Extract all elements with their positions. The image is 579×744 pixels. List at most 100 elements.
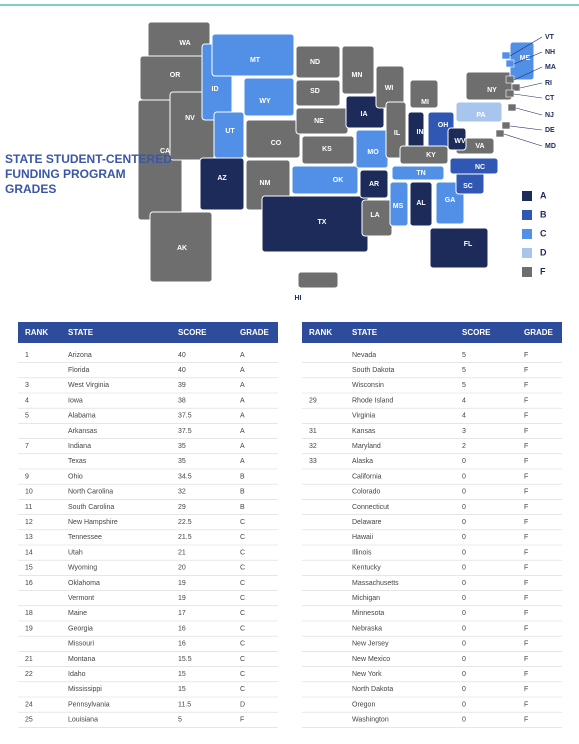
table-cell: North Carolina [68, 489, 113, 496]
state-shape [409, 79, 439, 109]
state-shape [507, 103, 517, 112]
legend-swatch [522, 267, 532, 277]
table-cell: 0 [462, 671, 466, 678]
state-label: CA [160, 148, 170, 155]
table-header-cell: GRADE [240, 328, 270, 337]
state-shape [391, 165, 445, 181]
table-cell: A [240, 397, 245, 404]
table-cell: 15 [25, 565, 33, 572]
table-cell: 0 [462, 534, 466, 541]
table-cell: 0 [462, 595, 466, 602]
table-cell: 15 [178, 686, 186, 693]
table-cell: 5 [25, 413, 29, 420]
state-label: DE [545, 127, 555, 134]
table-cell: 24 [25, 701, 33, 708]
table-cell: Colorado [352, 489, 381, 496]
table-cell: F [524, 610, 528, 617]
table-cell: Kansas [352, 428, 376, 435]
table-cell: Ohio [68, 473, 83, 480]
table-cell: Wisconsin [352, 382, 384, 389]
table-cell: 1 [25, 352, 29, 359]
table-cell: 22.5 [178, 519, 192, 526]
legend-swatch [522, 210, 532, 220]
table-cell: 3 [25, 382, 29, 389]
table-cell: 0 [462, 580, 466, 587]
state-label: SC [463, 183, 473, 190]
state-label: UT [225, 128, 235, 135]
state-label: MS [393, 203, 404, 210]
table-cell: Texas [68, 458, 87, 465]
state-label: TX [318, 219, 327, 226]
state-label: SD [310, 88, 320, 95]
state-shape [211, 33, 295, 77]
table-cell: Vermont [68, 595, 94, 602]
state-shape [295, 79, 341, 107]
table-cell: 19 [178, 595, 186, 602]
table-cell: 21.5 [178, 534, 192, 541]
table-cell: New Jersey [352, 641, 389, 648]
state-label: ID [212, 86, 219, 93]
state-label: PA [476, 112, 485, 119]
table-cell: Iowa [68, 397, 83, 404]
table-cell: 16 [25, 580, 33, 587]
table-header-cell: RANK [25, 328, 48, 337]
table-cell: South Dakota [352, 367, 395, 374]
state-shape [261, 195, 369, 253]
table-cell: 21 [178, 549, 186, 556]
state-shape [447, 127, 467, 151]
table-cell: F [524, 382, 528, 389]
state-shape [449, 157, 499, 175]
state-shape [429, 227, 489, 269]
table-cell: Maine [68, 610, 87, 617]
state-shape [455, 101, 503, 123]
table-cell: 5 [462, 367, 466, 374]
state-label: AL [416, 200, 426, 207]
table-cell: New Mexico [352, 656, 390, 663]
table-cell: 0 [462, 473, 466, 480]
legend-label: B [540, 209, 547, 219]
table-cell: 40 [178, 367, 186, 374]
table-cell: Oregon [352, 701, 375, 708]
state-shape [245, 119, 301, 159]
table-cell: 5 [178, 717, 182, 724]
state-label: AZ [217, 175, 227, 182]
state-shape [409, 181, 433, 227]
leader-line [503, 133, 543, 147]
table-cell: 19 [178, 580, 186, 587]
table-cell: 35 [178, 443, 186, 450]
state-label: ME [520, 55, 531, 62]
table-cell: 4 [25, 397, 29, 404]
state-label: NJ [545, 112, 554, 119]
table-cell: North Dakota [352, 686, 393, 693]
leader-line [509, 125, 543, 131]
table-cell: 37.5 [178, 428, 192, 435]
table-cell: 4 [462, 413, 466, 420]
state-label: NC [475, 164, 485, 171]
state-label: WA [179, 40, 190, 47]
table-cell: Wyoming [68, 565, 97, 572]
table-cell: Arkansas [68, 428, 98, 435]
table-cell: F [524, 367, 528, 374]
table-cell: F [524, 352, 528, 359]
table-cell: California [352, 473, 382, 480]
table-cell: C [240, 534, 245, 541]
state-shape [389, 181, 409, 227]
table-cell: 2 [462, 443, 466, 450]
table-cell: 37.5 [178, 413, 192, 420]
table-cell: C [240, 519, 245, 526]
table-header-cell: SCORE [178, 328, 207, 337]
state-label: FL [464, 241, 473, 248]
table-cell: 32 [309, 443, 317, 450]
table-cell: Missouri [68, 641, 95, 648]
table-header-bg [302, 322, 562, 343]
table-cell: 20 [178, 565, 186, 572]
state-label: WI [385, 85, 394, 92]
state-label: WV [454, 138, 466, 145]
state-label: KS [322, 146, 332, 153]
legend-label: F [540, 266, 546, 276]
state-label: CO [271, 140, 282, 147]
table-cell: 17 [178, 610, 186, 617]
legend-swatch [522, 191, 532, 201]
state-label: VA [475, 143, 484, 150]
table-cell: 10 [25, 489, 33, 496]
